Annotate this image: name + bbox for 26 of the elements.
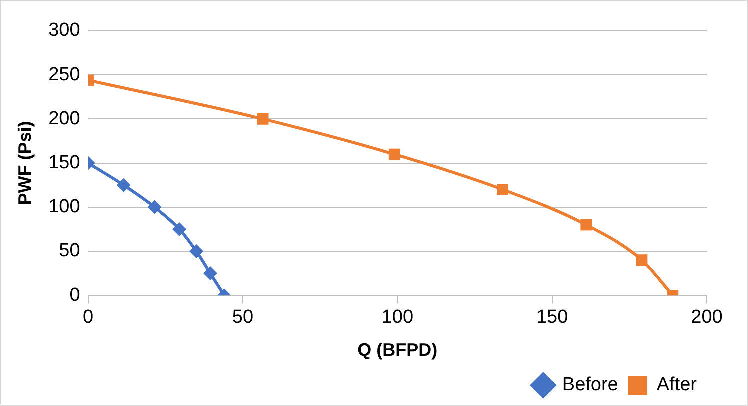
point (116, 178, 131, 192)
y-tick-label: 150 (48, 152, 80, 174)
point (257, 114, 269, 125)
point (172, 222, 187, 236)
point (636, 254, 648, 266)
x-tick-label: 50 (232, 307, 254, 328)
point (497, 184, 508, 196)
point (148, 200, 162, 214)
x-tick-label: 100 (382, 307, 414, 328)
legend-label: After (656, 374, 698, 396)
y-tick-label: 250 (48, 64, 80, 86)
legend-label: Before (562, 374, 618, 396)
x-tick-label: 200 (691, 307, 723, 328)
y-tick-label: 100 (48, 196, 80, 218)
y-tick-label: 200 (48, 108, 80, 130)
x-tick-label: 150 (536, 307, 568, 328)
y-axis-title: PWF (Psi) (14, 121, 35, 206)
point (388, 148, 400, 160)
x-axis-title: Q (BFPD) (358, 340, 438, 360)
y-tick-label: 300 (48, 20, 80, 42)
point (580, 219, 592, 231)
y-tick-label: 50 (59, 240, 80, 262)
point (190, 244, 204, 258)
point (203, 266, 218, 281)
y-tick-label: 0 (70, 284, 80, 306)
x-tick-label: 0 (83, 307, 94, 328)
